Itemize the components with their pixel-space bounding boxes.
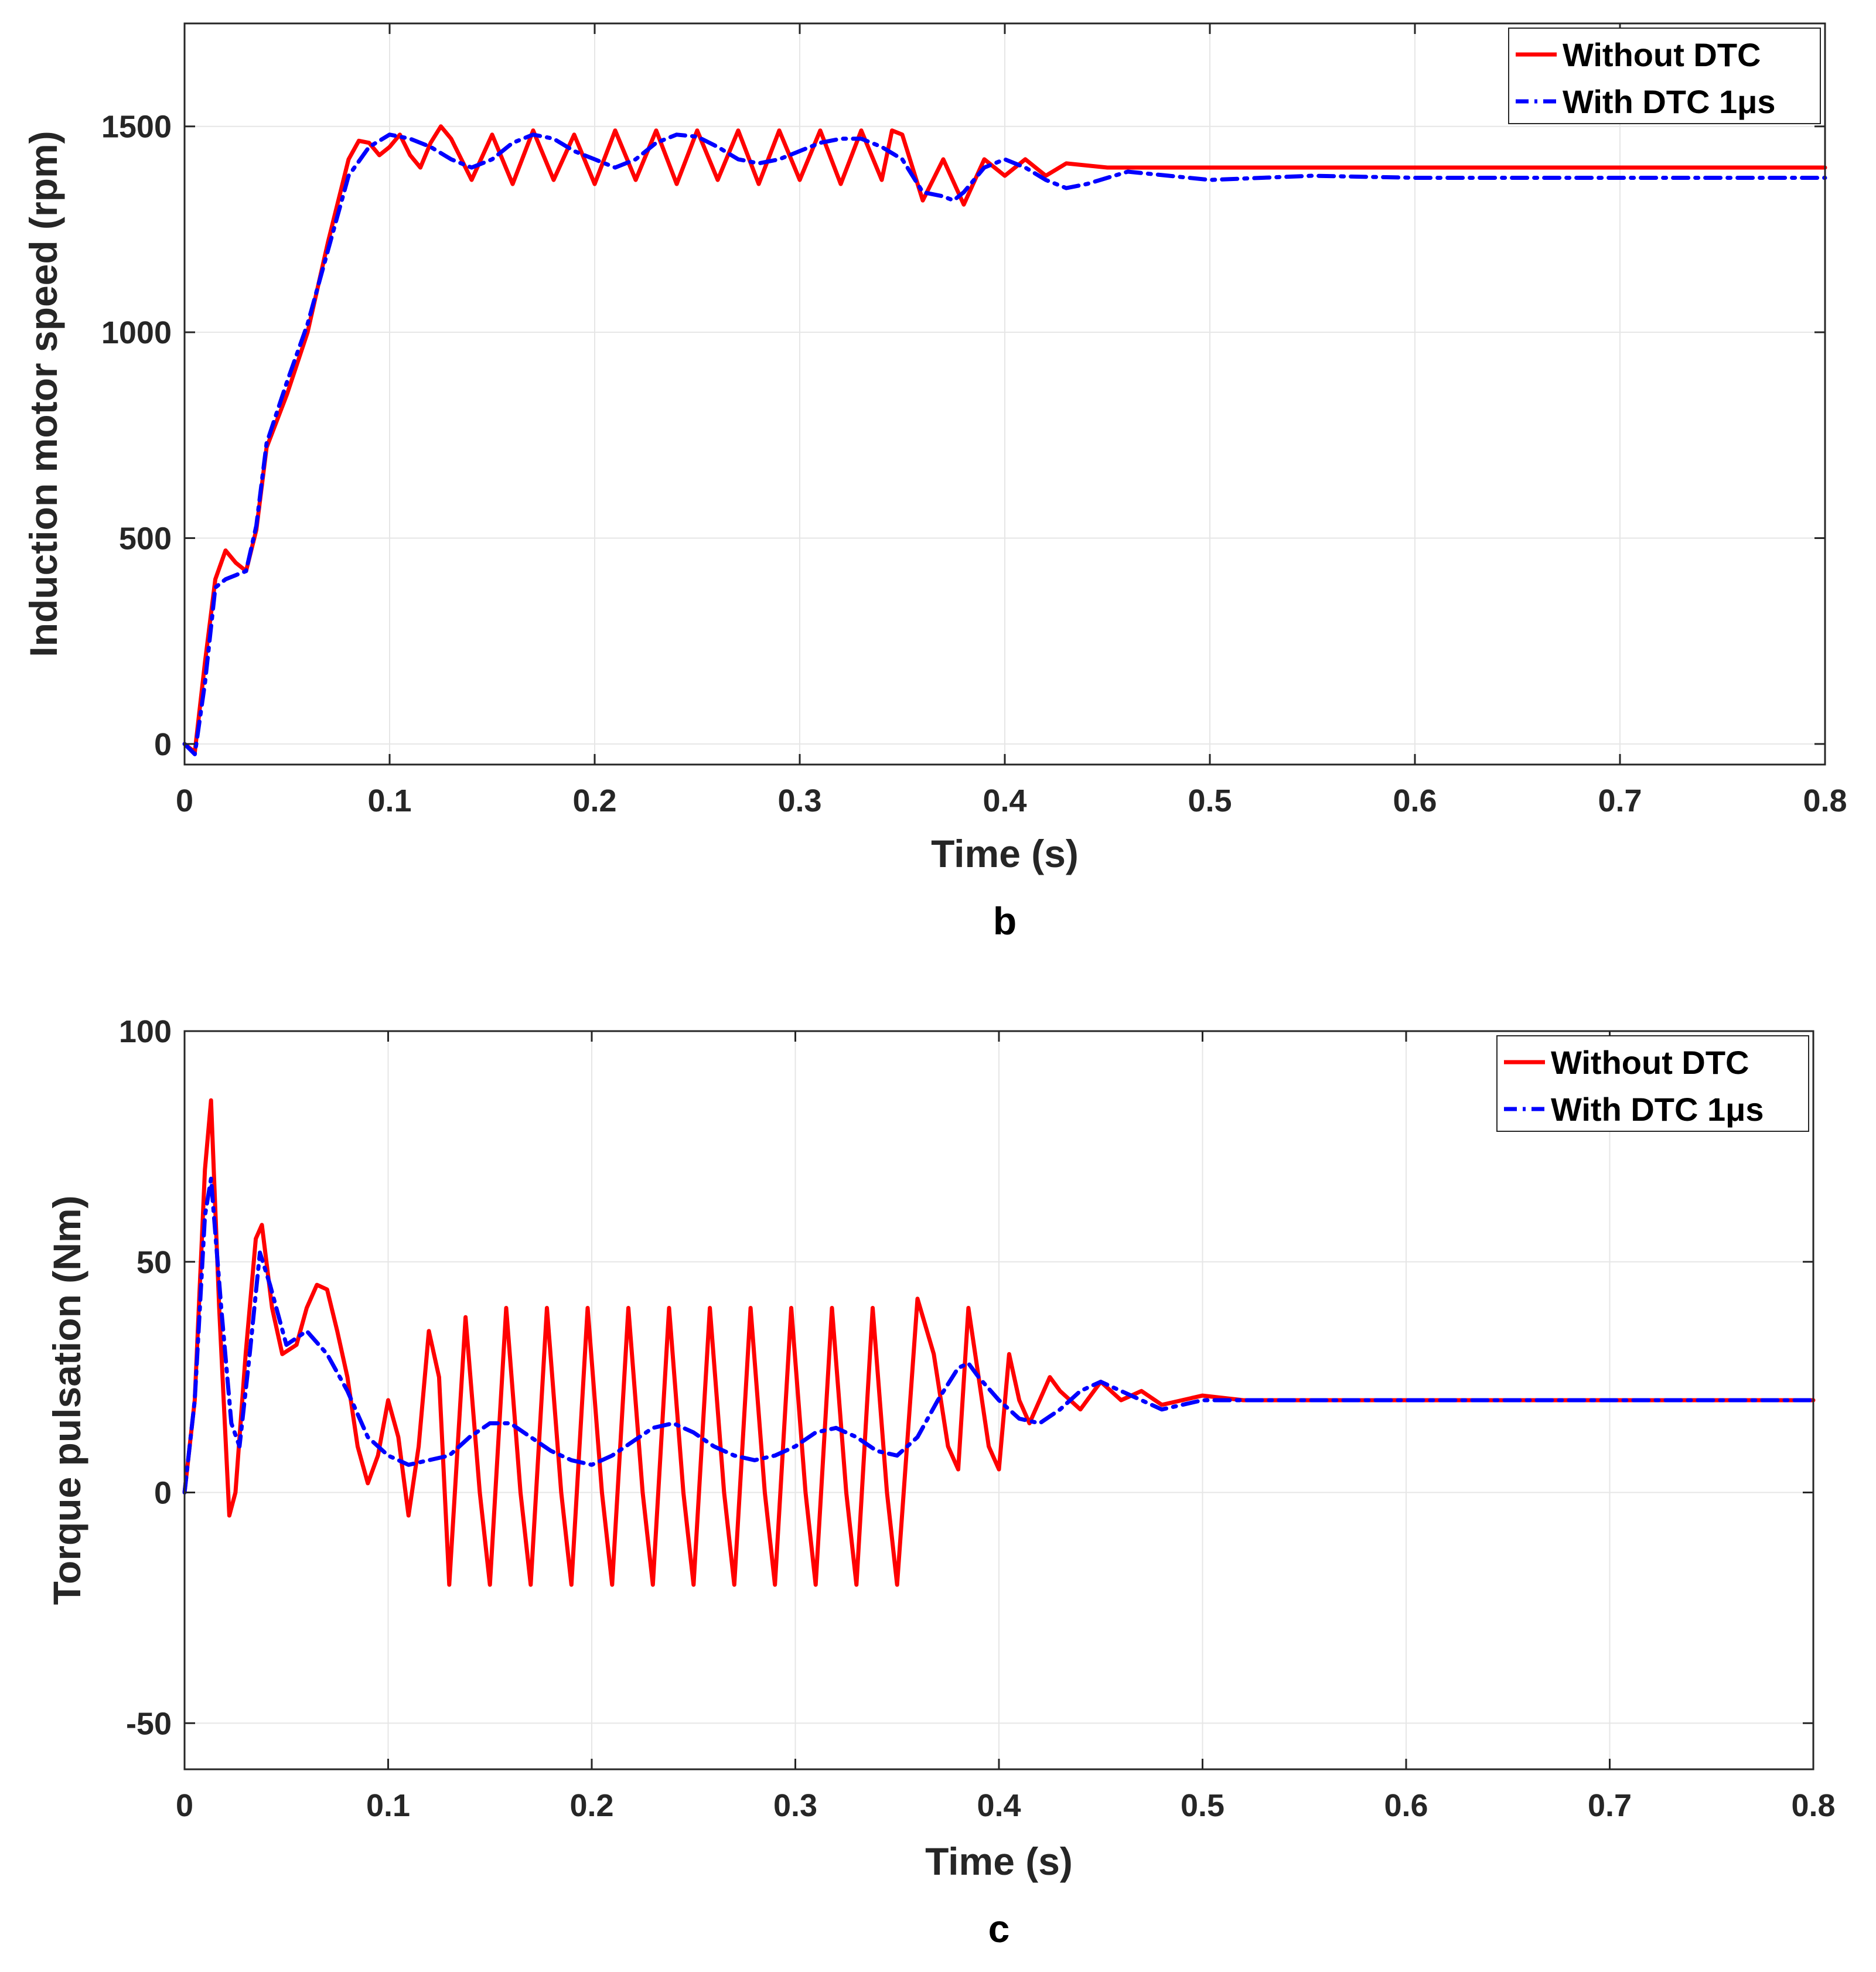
speed-chart-x-tick-label: 0.7 bbox=[1598, 783, 1642, 818]
speed-chart-y-axis-label: Induction motor speed (rpm) bbox=[22, 131, 65, 657]
torque-chart-x-tick-label: 0.7 bbox=[1588, 1788, 1632, 1823]
torque-chart-x-tick-label: 0.3 bbox=[773, 1788, 817, 1823]
torque-chart-legend-label-with-dtc: With DTC 1μs bbox=[1551, 1091, 1764, 1128]
torque-chart-x-tick-label: 0.5 bbox=[1181, 1788, 1224, 1823]
torque-chart-panel-caption: c bbox=[988, 1907, 1010, 1950]
torque-chart-x-tick-label: 0.6 bbox=[1384, 1788, 1428, 1823]
torque-chart-y-tick-label: -50 bbox=[126, 1706, 172, 1741]
torque-chart-x-tick-label: 0.4 bbox=[977, 1788, 1021, 1823]
speed-chart-legend-label-without-dtc: Without DTC bbox=[1563, 36, 1761, 73]
speed-chart-legend-box bbox=[1508, 28, 1821, 124]
torque-chart-series-with-dtc-line bbox=[182, 1176, 1816, 1495]
speed-chart-x-tick-label: 0.2 bbox=[572, 783, 616, 818]
torque-chart-y-ticks: -50 0 50 100 bbox=[119, 1014, 1813, 1741]
speed-chart-x-tick-label: 0.6 bbox=[1393, 783, 1437, 818]
speed-chart-x-ticks: 0 0.1 0.2 0.3 0.4 0.5 0.6 0.7 0.8 bbox=[176, 23, 1847, 818]
speed-chart-x-tick-label: 0.4 bbox=[983, 783, 1026, 818]
speed-chart-x-tick-label: 0.5 bbox=[1188, 783, 1232, 818]
torque-chart-series bbox=[182, 1098, 1816, 1587]
torque-chart-x-ticks: 0 0.1 0.2 0.3 0.4 0.5 0.6 0.7 0.8 bbox=[176, 1031, 1836, 1823]
speed-chart-legend-label-with-dtc: With DTC 1μs bbox=[1563, 83, 1776, 120]
torque-chart-legend-box bbox=[1496, 1035, 1809, 1132]
torque-chart-y-tick-label: 50 bbox=[137, 1245, 172, 1280]
torque-chart-y-tick-label: 100 bbox=[119, 1014, 172, 1049]
speed-chart-series bbox=[182, 124, 1827, 756]
torque-chart-x-axis-label: Time (s) bbox=[925, 1840, 1073, 1883]
torque-chart-x-tick-label: 0 bbox=[176, 1788, 193, 1823]
speed-chart: 0 0.1 0.2 0.3 0.4 0.5 0.6 0.7 0.8 0 500 1000 1500 T… bbox=[22, 22, 1847, 943]
torque-chart-x-tick-label: 0.1 bbox=[366, 1788, 410, 1823]
speed-chart-grid bbox=[184, 23, 1826, 765]
speed-chart-legend: Without DTC With DTC 1μs bbox=[1508, 28, 1821, 124]
speed-chart-x-tick-label: 0.8 bbox=[1803, 783, 1847, 818]
torque-chart-series-without-dtc-line bbox=[182, 1098, 1816, 1587]
torque-chart-y-tick-label: 0 bbox=[154, 1476, 172, 1511]
speed-chart-panel-caption: b bbox=[993, 899, 1017, 943]
torque-chart-y-axis-label: Torque pulsation (Nm) bbox=[45, 1195, 88, 1605]
speed-chart-x-tick-label: 0 bbox=[176, 783, 193, 818]
speed-chart-y-tick-label: 0 bbox=[154, 727, 172, 762]
speed-chart-x-tick-label: 0.1 bbox=[367, 783, 411, 818]
speed-chart-y-ticks: 0 500 1000 1500 bbox=[101, 110, 1825, 762]
torque-chart-legend-label-without-dtc: Without DTC bbox=[1551, 1044, 1749, 1081]
torque-chart-x-tick-label: 0.2 bbox=[569, 1788, 613, 1823]
speed-chart-x-axis-label: Time (s) bbox=[931, 832, 1079, 875]
torque-chart: 0 0.1 0.2 0.3 0.4 0.5 0.6 0.7 0.8 -50 0 50 100 Time… bbox=[45, 1014, 1836, 1950]
speed-chart-y-tick-label: 500 bbox=[119, 521, 172, 556]
torque-chart-x-tick-label: 0.8 bbox=[1791, 1788, 1835, 1823]
speed-chart-y-tick-label: 1000 bbox=[101, 315, 172, 350]
speed-chart-series-with-dtc-line bbox=[182, 132, 1827, 756]
speed-chart-x-tick-label: 0.3 bbox=[777, 783, 821, 818]
speed-chart-y-tick-label: 1500 bbox=[101, 110, 172, 145]
torque-chart-legend: Without DTC With DTC 1μs bbox=[1496, 1035, 1809, 1132]
